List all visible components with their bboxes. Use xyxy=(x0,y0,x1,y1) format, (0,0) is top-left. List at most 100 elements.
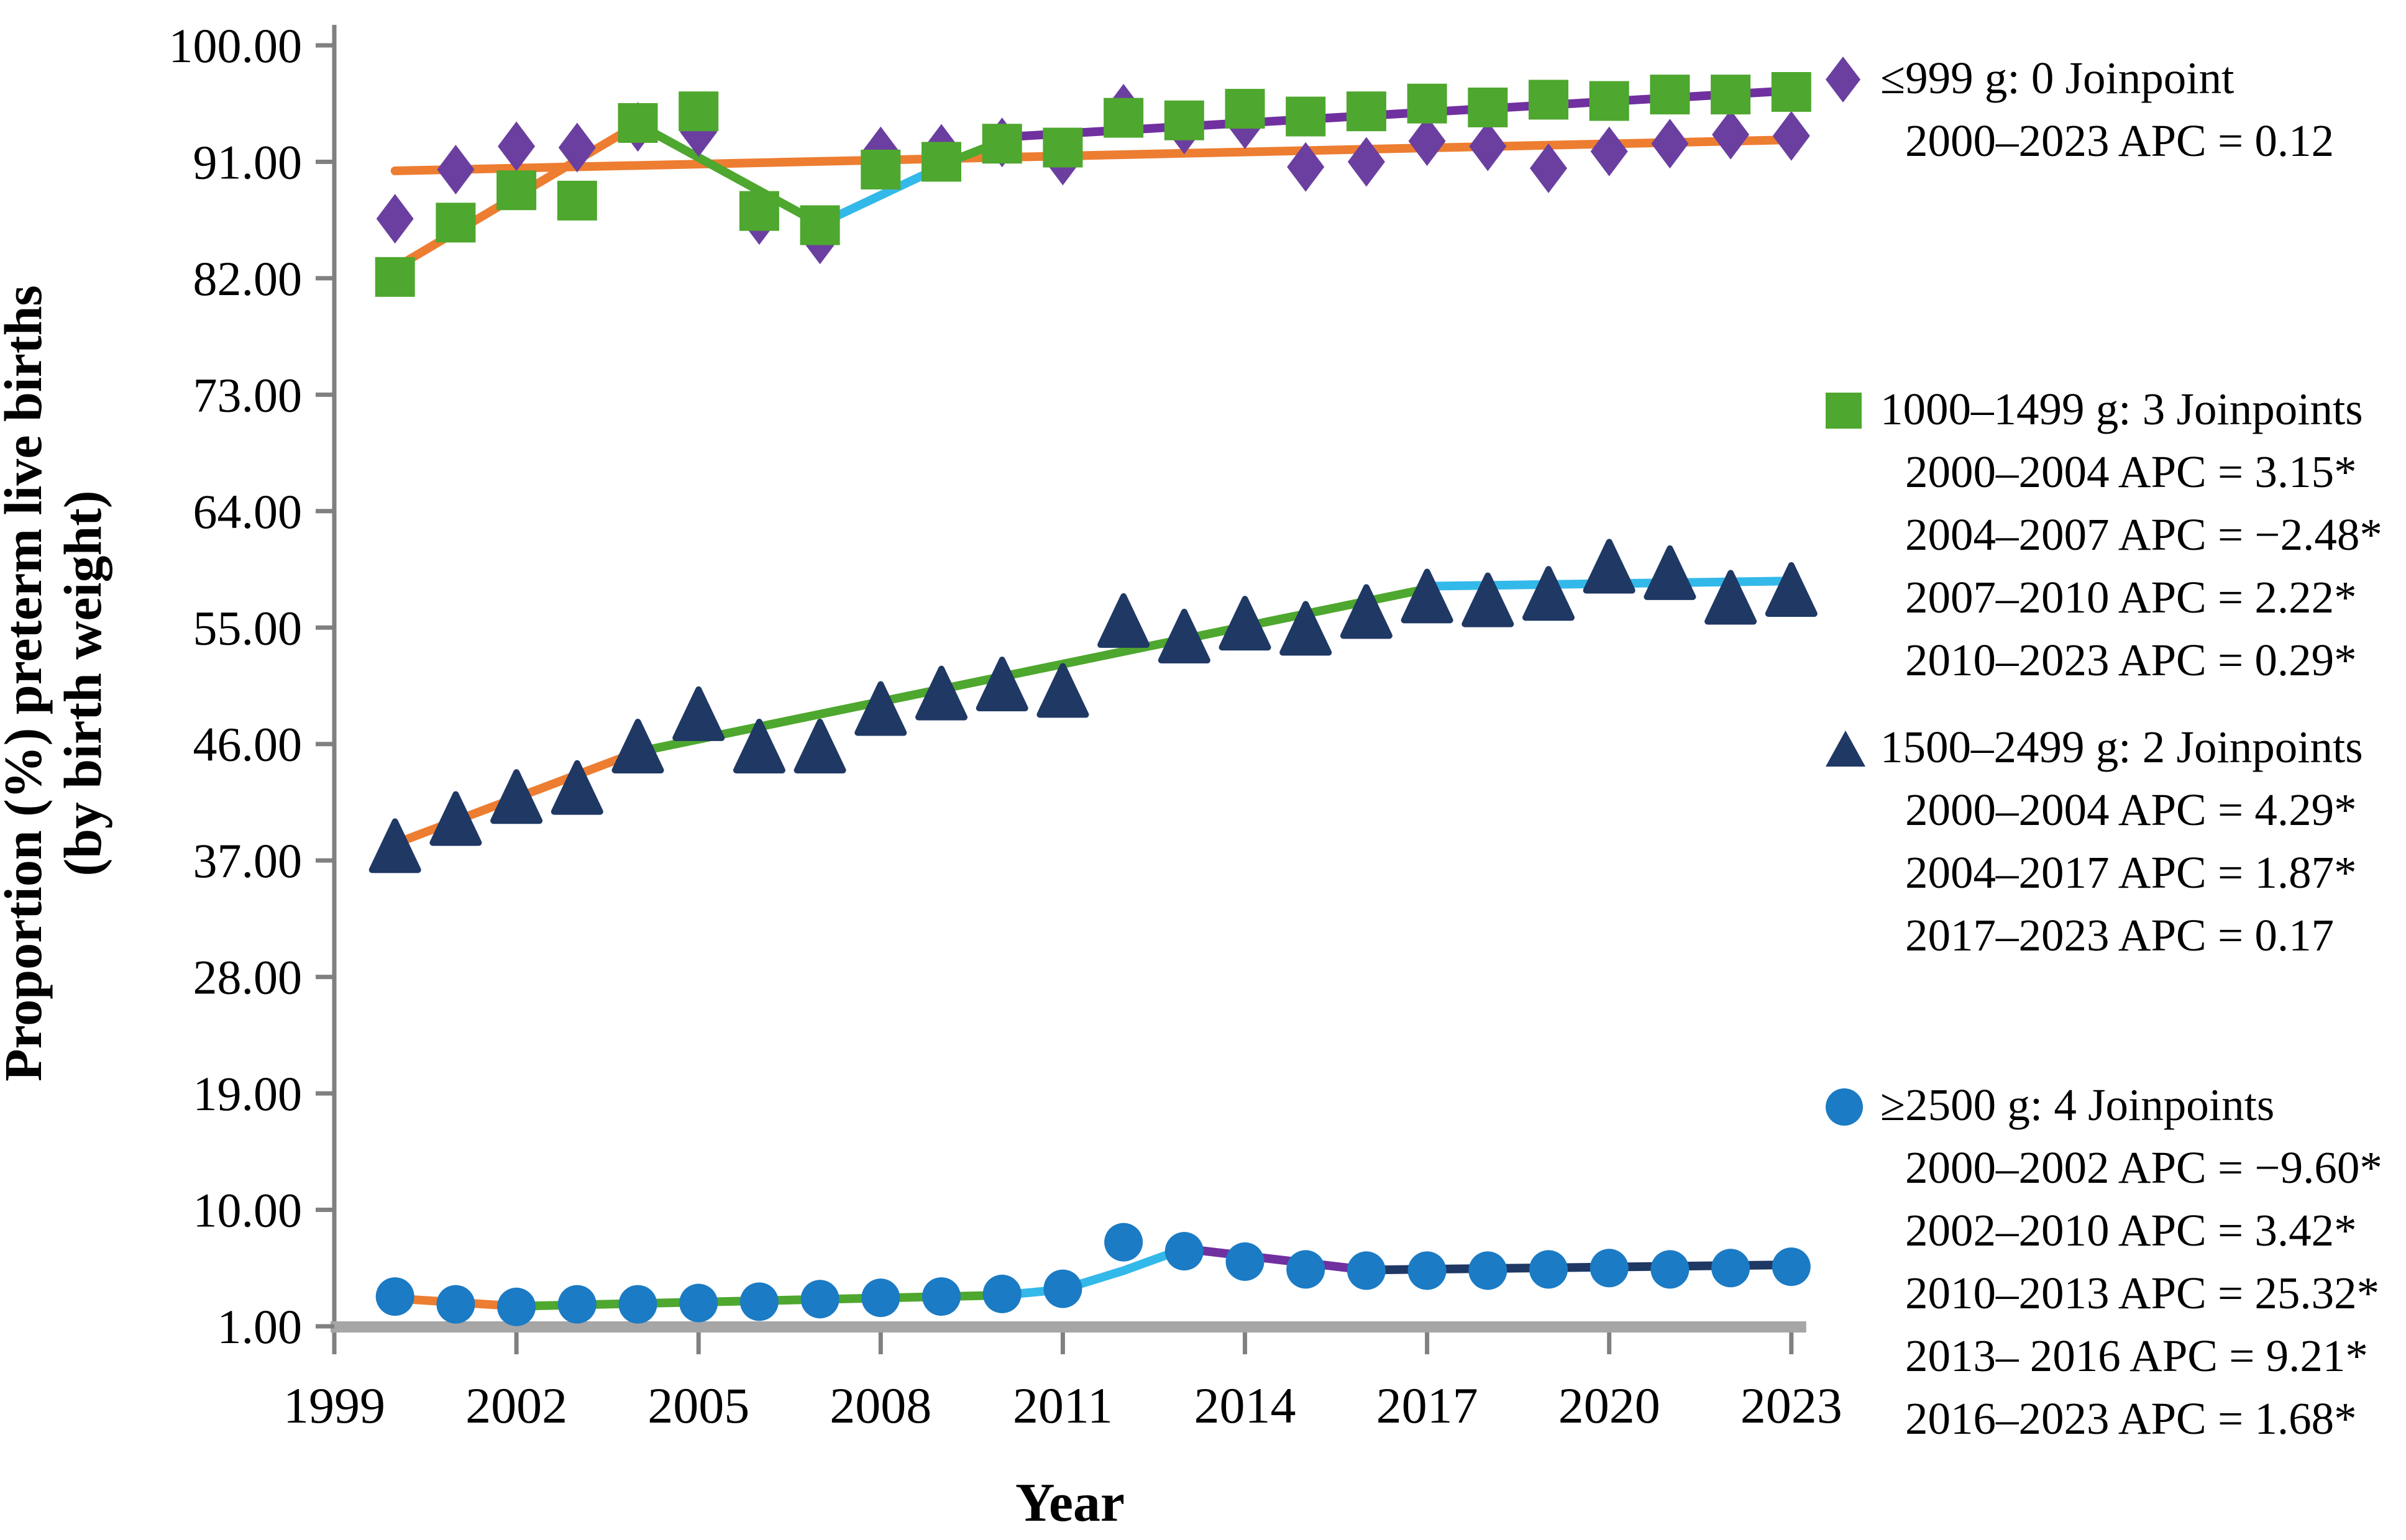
data-point-diamond xyxy=(437,144,475,194)
legend-marker-col xyxy=(1826,378,1880,432)
data-point-diamond xyxy=(498,121,536,171)
y-axis-title-line2: (by birth weight) xyxy=(53,490,112,876)
data-point-circle xyxy=(1468,1251,1507,1290)
legend-apc-line: 2010–2023 APC = 0.29* xyxy=(1905,635,2357,685)
x-tick-label: 2017 xyxy=(1376,1377,1478,1434)
data-point-circle xyxy=(1347,1251,1386,1290)
data-point-triangle xyxy=(1158,608,1210,663)
legend-apc-line: 2010–2013 APC = 25.32* xyxy=(1905,1268,2380,1318)
data-point-circle xyxy=(739,1282,779,1321)
data-point-square xyxy=(1771,71,1811,112)
data-point-circle xyxy=(800,1280,839,1319)
circle-legend-marker-icon xyxy=(1826,1088,1863,1126)
data-point-square xyxy=(1529,80,1568,120)
data-point-square xyxy=(1225,89,1265,129)
data-point-triangle xyxy=(672,686,725,741)
data-point-triangle xyxy=(1704,570,1757,625)
legend-apc-line: 2000–2004 APC = 3.15* xyxy=(1905,447,2357,497)
legend-marker-col xyxy=(1826,47,1880,106)
data-point-square xyxy=(1043,127,1083,168)
data-point-diamond xyxy=(376,194,414,244)
trend-segment xyxy=(633,584,1432,757)
legend-series-header: 1000–1499 g: 3 Joinpoints xyxy=(1880,384,2363,434)
data-point-square xyxy=(800,205,840,245)
y-tick-label: 64.00 xyxy=(193,485,303,539)
data-point-circle xyxy=(618,1285,657,1324)
data-point-circle xyxy=(1772,1247,1811,1287)
x-tick-label: 2023 xyxy=(1740,1377,1842,1434)
y-axis-title-line1: Proportion (%) preterm live births xyxy=(0,285,53,1082)
x-tick-label: 2008 xyxy=(830,1377,931,1434)
data-point-triangle xyxy=(976,656,1028,711)
x-tick-label: 2005 xyxy=(647,1377,749,1434)
data-point-circle xyxy=(1286,1250,1325,1289)
y-tick-label: 28.00 xyxy=(193,950,303,1005)
data-point-triangle xyxy=(1461,572,1514,627)
data-point-triangle xyxy=(1279,601,1332,656)
legend-text-lines: ≤999 g: 0 Joinpoint 2000–2023 APC = 0.12 xyxy=(1880,47,2334,172)
legend-apc-line: 2004–2007 APC = −2.48* xyxy=(1905,509,2382,560)
data-point-circle xyxy=(557,1285,597,1324)
y-tick-label: 19.00 xyxy=(193,1067,303,1121)
legend-text-lines: 1000–1499 g: 3 Joinpoints 2000–2004 APC =… xyxy=(1880,378,2382,691)
chart-legend: ≤999 g: 0 Joinpoint 2000–2023 APC = 0.12 1… xyxy=(1826,0,2406,1540)
data-point-circle xyxy=(922,1277,961,1316)
data-point-square xyxy=(1650,75,1690,115)
data-point-diamond xyxy=(1651,119,1689,169)
data-point-triangle xyxy=(1644,545,1696,600)
data-point-circle xyxy=(1104,1223,1143,1262)
data-point-circle xyxy=(679,1283,718,1323)
data-point-triangle xyxy=(368,818,421,873)
data-point-circle xyxy=(1590,1249,1629,1288)
x-tick-label: 2014 xyxy=(1194,1377,1296,1434)
legend-apc-line: 2000–2002 APC = −9.60* xyxy=(1905,1142,2382,1193)
y-tick-label: 82.00 xyxy=(193,252,303,306)
data-point-triangle xyxy=(854,681,907,736)
data-point-circle xyxy=(436,1285,475,1324)
legend-block-2: 1000–1499 g: 3 Joinpoints 2000–2004 APC =… xyxy=(1826,378,2382,691)
data-point-triangle xyxy=(429,791,482,846)
legend-apc-line: 2004–2017 APC = 1.87* xyxy=(1905,847,2357,898)
x-axis-title: Year xyxy=(1015,1473,1125,1533)
y-tick-label: 46.00 xyxy=(193,718,303,772)
data-point-circle xyxy=(1225,1242,1265,1281)
data-point-square xyxy=(1346,91,1386,132)
data-point-square xyxy=(1286,96,1326,137)
data-point-triangle xyxy=(1097,593,1150,648)
y-tick-label: 10.00 xyxy=(193,1183,303,1237)
data-point-square xyxy=(1407,83,1447,124)
data-point-circle xyxy=(1529,1250,1568,1289)
data-point-triangle xyxy=(551,760,603,815)
trend-segment xyxy=(633,120,825,229)
data-point-triangle xyxy=(794,718,846,773)
data-point-square xyxy=(1164,100,1204,140)
triangle-legend-marker-icon xyxy=(1826,731,1865,767)
data-point-circle xyxy=(1164,1232,1204,1271)
data-point-circle xyxy=(497,1287,536,1326)
y-tick-label: 37.00 xyxy=(193,834,303,888)
data-point-square xyxy=(1711,75,1751,115)
legend-marker-col xyxy=(1826,716,1880,770)
y-tick-label: 55.00 xyxy=(193,601,303,655)
data-point-square xyxy=(861,149,901,189)
data-point-diamond xyxy=(1590,126,1628,176)
data-point-square xyxy=(496,170,537,211)
data-point-triangle xyxy=(1401,568,1453,624)
data-point-circle xyxy=(1407,1251,1447,1290)
legend-block-1: ≤999 g: 0 Joinpoint 2000–2023 APC = 0.12 xyxy=(1826,47,2334,172)
data-point-circle xyxy=(375,1277,414,1316)
legend-series-header: ≥2500 g: 4 Joinpoints xyxy=(1880,1080,2275,1130)
legend-block-4: ≥2500 g: 4 Joinpoints 2000–2002 APC = −9.… xyxy=(1826,1073,2382,1450)
data-point-square xyxy=(739,191,779,231)
data-point-circle xyxy=(861,1278,900,1318)
data-point-diamond xyxy=(1408,116,1446,166)
data-point-triangle xyxy=(915,665,967,721)
y-tick-label: 100.00 xyxy=(169,19,303,73)
data-point-triangle xyxy=(1340,584,1393,639)
trend-segment xyxy=(997,1244,1189,1300)
data-point-triangle xyxy=(1765,562,1818,617)
x-tick-label: 2020 xyxy=(1558,1377,1660,1434)
data-point-square xyxy=(557,180,597,221)
